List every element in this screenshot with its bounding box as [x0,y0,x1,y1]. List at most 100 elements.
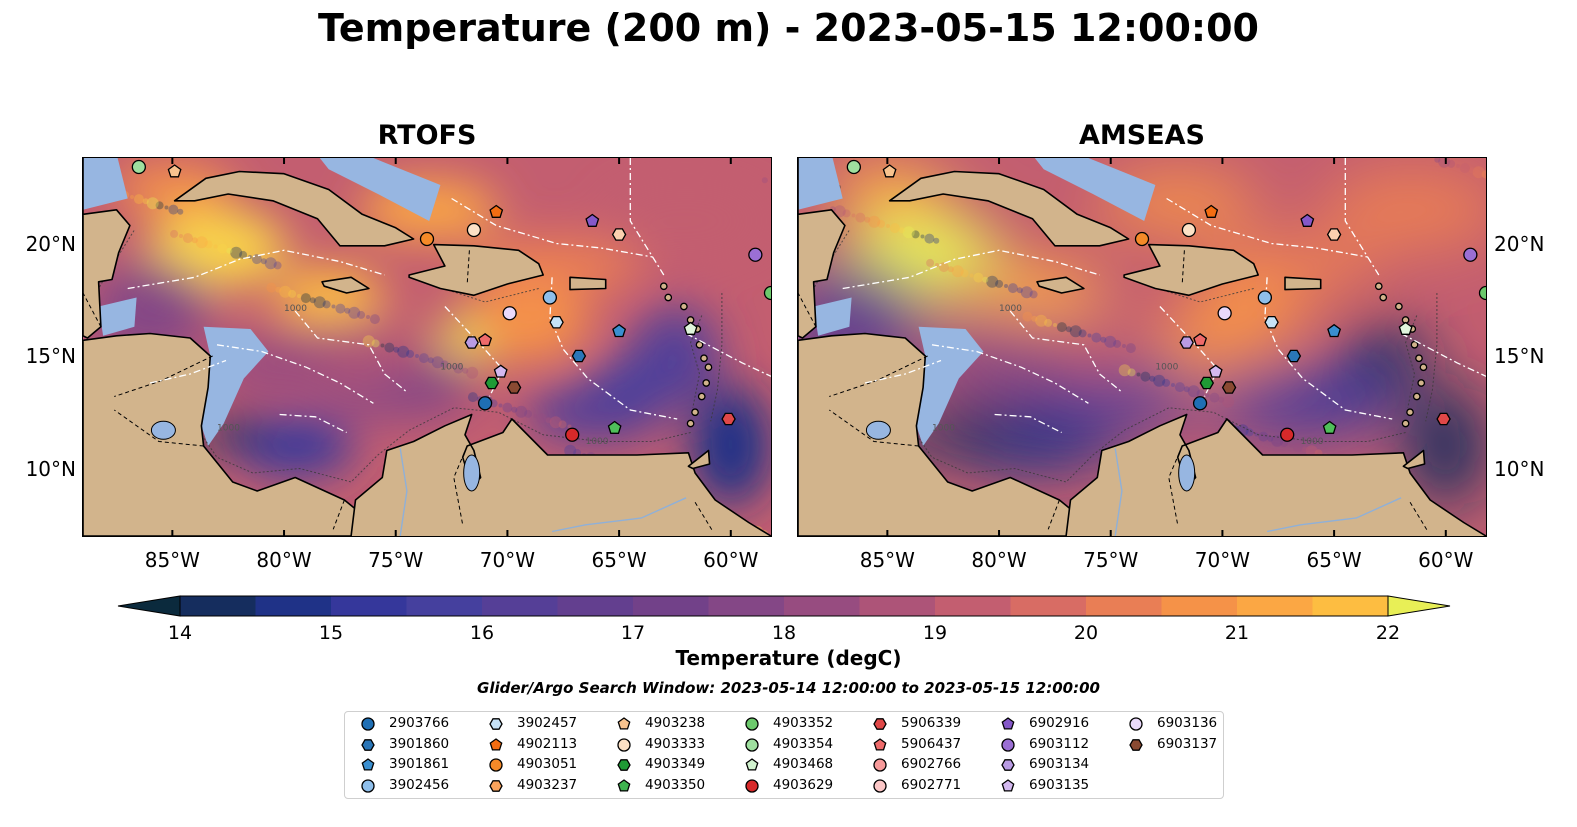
marker-3902456[interactable] [1257,290,1273,305]
marker-extra-2[interactable] [1398,321,1413,335]
search-window-label: Glider/Argo Search Window: 2023-05-14 12… [477,679,1100,697]
marker-5906339[interactable] [721,412,736,426]
marker-6902916[interactable] [585,213,600,227]
marker-6903112[interactable] [1463,247,1478,262]
contour-label: 1000 [1301,437,1324,447]
legend-label: 6903136 [1157,715,1218,731]
marker-4903629[interactable] [565,427,580,442]
marker-3902457[interactable] [549,315,564,329]
colorbar-segment [331,596,408,616]
map-amseas[interactable]: 1000 1000 1000 1000 [798,158,1486,536]
marker-4902113[interactable] [1204,204,1219,218]
marker-extra-1[interactable] [1322,420,1337,434]
circle-marker-icon [489,758,503,772]
legend-label: 4903629 [773,776,834,793]
marker-4903333[interactable] [1181,222,1197,238]
colorbar-segment [1010,596,1087,616]
map-rtofs[interactable]: 1000 1000 1000 1000 [83,158,771,536]
legend-label: 5906339 [901,715,962,731]
colorbar-segment [1312,596,1389,616]
legend-label: 4903349 [645,756,706,772]
marker-4903051[interactable] [1134,231,1150,247]
marker-4903354[interactable] [846,159,861,175]
contour-label: 1000 [932,423,955,433]
marker-extra-0[interactable] [611,228,627,241]
marker-6903134[interactable] [464,336,479,349]
legend-label: 6903112 [1029,735,1090,752]
x-tick-label: 60°W [703,548,759,572]
contour-label: 1000 [1155,363,1178,373]
marker-4903629[interactable] [1280,427,1295,442]
marker-6903136[interactable] [502,306,517,321]
marker-4903352[interactable] [763,285,772,301]
marker-4903352[interactable] [1478,285,1487,301]
legend-label: 6903135 [1029,776,1090,793]
marker-5906437[interactable] [478,333,493,347]
marker-6902916[interactable] [1300,213,1315,227]
legend-label: 5906437 [901,735,962,752]
marker-6903135[interactable] [493,364,508,378]
pentagon-marker-icon [1001,778,1015,792]
x-tick-label: 65°W [1306,548,1362,572]
marker-3901860[interactable] [1286,349,1302,363]
legend-label: 6903137 [1157,735,1218,752]
marker-2903766[interactable] [1192,396,1208,411]
pentagon-marker-icon [617,778,631,792]
colorbar-segment [859,596,936,616]
x-tick-label: 80°W [971,548,1027,572]
hexagon-marker-icon [361,738,375,751]
colorbar [117,595,1451,617]
marker-4902113[interactable] [489,204,504,218]
marker-4903333[interactable] [466,222,482,238]
map-panel-amseas[interactable]: 1000 1000 1000 1000 [797,157,1487,537]
x-tick-label: 70°W [1194,548,1251,572]
marker-3901861[interactable] [612,323,627,338]
marker-4903238[interactable] [167,164,182,178]
colorbar-tick-label: 21 [1224,622,1250,644]
marker-extra-2[interactable] [683,321,698,335]
colorbar-tick-label: 18 [771,622,797,644]
map-panel-rtofs[interactable]: 1000 1000 1000 1000 [82,157,772,537]
legend-label: 4903333 [645,735,706,752]
marker-3901860[interactable] [571,349,587,363]
legend-label: 4903352 [773,715,834,731]
hexagon-marker-icon [489,779,503,792]
marker-4903349[interactable] [1199,376,1215,390]
colorbar-segment [708,596,785,616]
circle-marker-icon [873,778,887,793]
pentagon-marker-icon [617,717,631,730]
y-tick-label-right: 10°N [1494,456,1545,481]
colorbar-segment [180,596,257,616]
marker-extra-1[interactable] [607,420,622,434]
colorbar-segment [557,596,634,616]
contour-label: 1000 [999,304,1022,314]
legend-label: 6902766 [901,756,962,772]
colorbar-tick-label: 20 [1073,622,1099,644]
marker-extra-0[interactable] [1326,228,1342,241]
colorbar-tick-label: 17 [620,622,646,644]
marker-3901861[interactable] [1327,323,1342,338]
y-tick-label-right: 20°N [1494,231,1545,256]
legend-label: 3902457 [517,715,578,731]
x-tick-label: 80°W [256,548,312,572]
circle-marker-icon [617,737,631,752]
marker-6903137[interactable] [1221,381,1237,394]
marker-2903766[interactable] [477,396,493,411]
marker-3902456[interactable] [542,290,558,305]
marker-6903135[interactable] [1208,364,1223,378]
marker-5906339[interactable] [1436,412,1451,426]
marker-6903137[interactable] [506,381,522,394]
marker-4903354[interactable] [131,159,146,175]
marker-4903238[interactable] [882,164,897,178]
marker-5906437[interactable] [1193,333,1208,347]
marker-4903349[interactable] [484,376,500,390]
x-tick-label: 60°W [1418,548,1474,572]
marker-6903136[interactable] [1217,306,1232,321]
marker-6903134[interactable] [1179,336,1194,349]
marker-3902457[interactable] [1264,315,1279,329]
circle-marker-icon [361,778,375,793]
legend-label: 6903134 [1029,756,1090,772]
marker-4903051[interactable] [419,231,435,247]
marker-6903112[interactable] [748,247,763,262]
legend-label: 2903766 [389,715,450,731]
